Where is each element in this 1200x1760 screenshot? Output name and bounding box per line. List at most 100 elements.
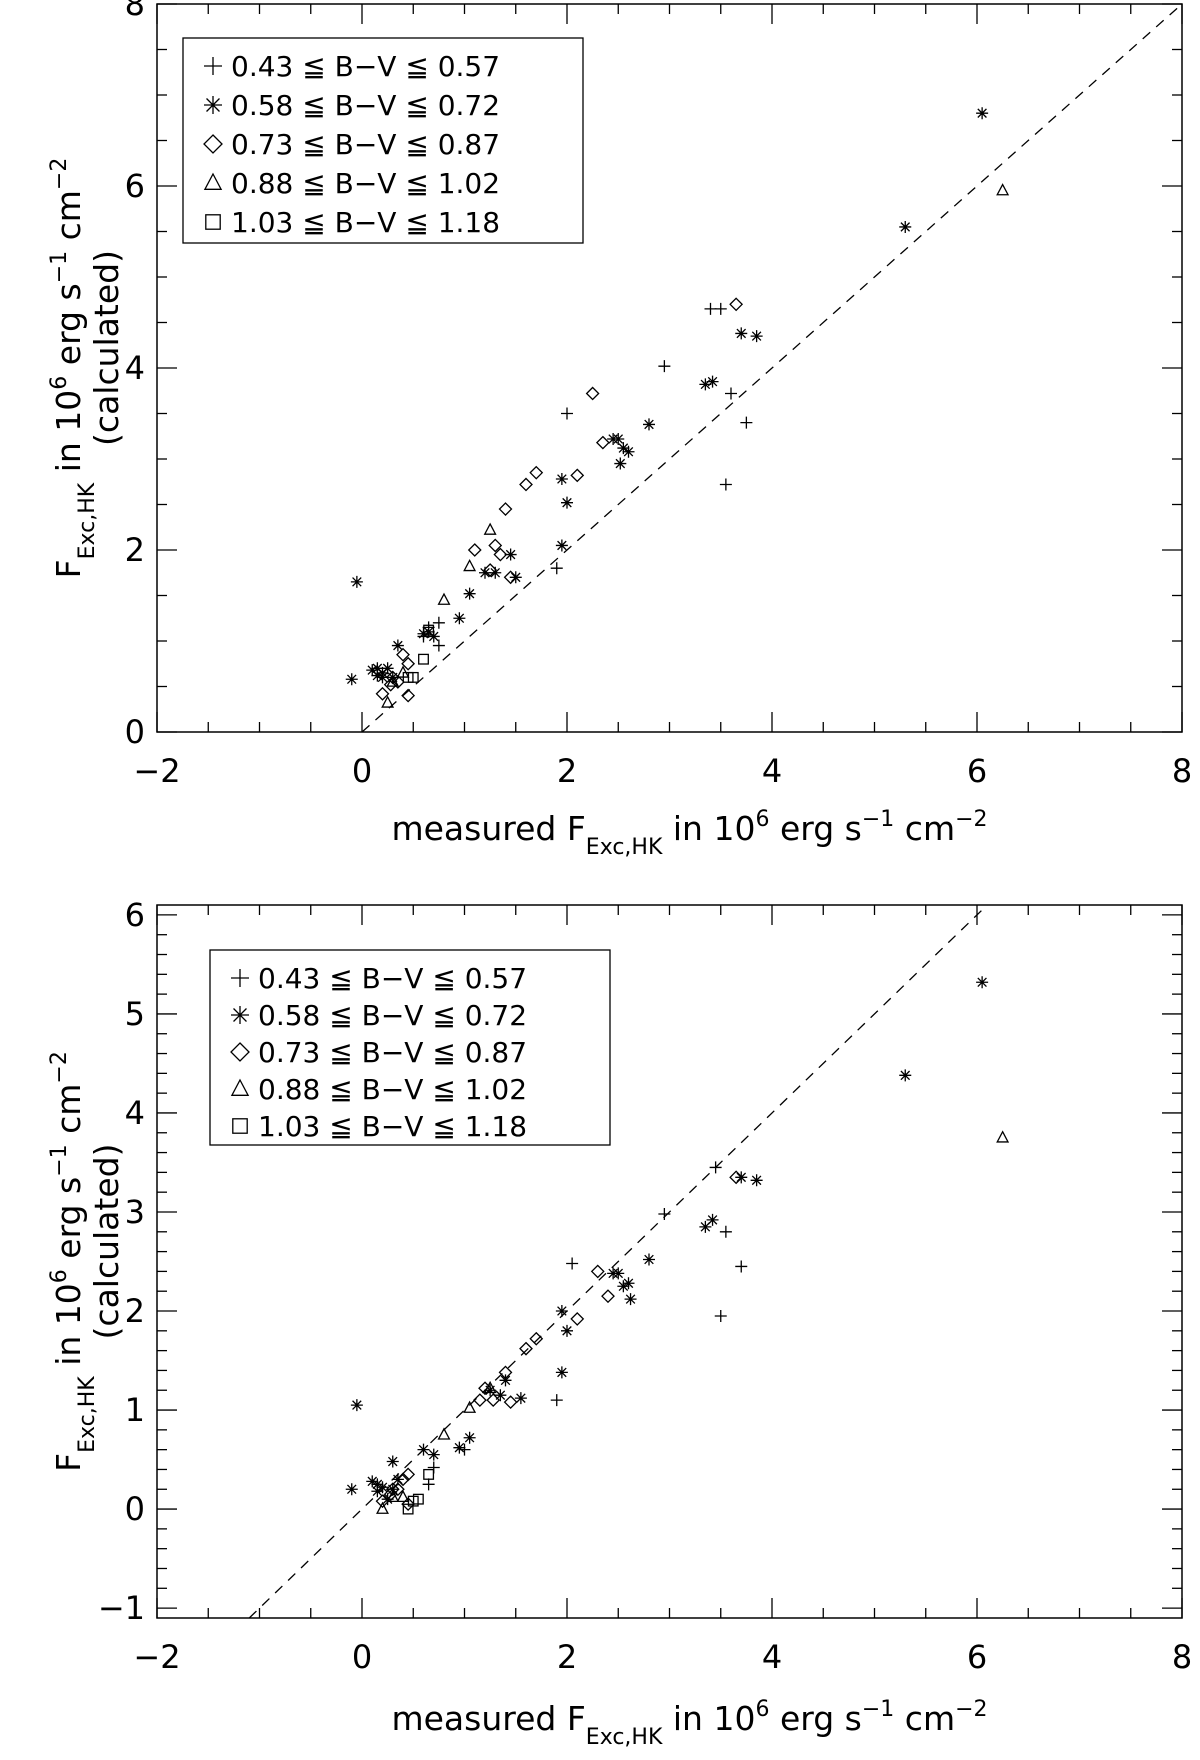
data-point <box>386 674 400 687</box>
data-point <box>375 686 390 701</box>
data-point <box>899 220 912 233</box>
legend-entry: 1.03 ≦ B−V ≦ 1.18 <box>231 206 500 239</box>
data-point <box>709 1161 722 1174</box>
x-tick-label: 0 <box>352 752 372 790</box>
x-tick-label: 0 <box>352 1638 372 1676</box>
data-point <box>622 445 635 458</box>
data-point <box>478 1381 492 1396</box>
data-point <box>432 616 445 629</box>
data-point <box>614 457 627 470</box>
data-point <box>402 671 414 683</box>
data-point <box>725 387 737 400</box>
y-tick-label: 8 <box>125 0 145 23</box>
data-point <box>504 548 517 561</box>
data-point <box>381 662 394 675</box>
series-plus <box>422 1161 748 1491</box>
data-point <box>719 1225 732 1238</box>
data-point <box>396 647 410 662</box>
data-point <box>503 1395 518 1410</box>
data-point <box>735 327 748 340</box>
data-point <box>472 1393 487 1408</box>
y-tick-label: 3 <box>125 1193 145 1231</box>
data-point <box>376 1501 389 1514</box>
data-point <box>366 1475 379 1488</box>
legend-marker-diamond <box>203 134 223 154</box>
data-point <box>345 1483 358 1496</box>
data-point <box>498 502 513 516</box>
data-point <box>381 695 395 708</box>
data-point <box>699 378 712 391</box>
data-point <box>595 435 610 450</box>
data-point <box>555 473 568 486</box>
data-point <box>345 673 358 686</box>
legend-marker-square <box>205 214 221 230</box>
x-tick-label: −2 <box>133 1638 180 1676</box>
data-point <box>494 1389 507 1402</box>
data-point <box>519 1341 533 1356</box>
data-point <box>719 478 732 491</box>
legend-entry: 1.03 ≦ B−V ≦ 1.18 <box>258 1110 527 1143</box>
data-point <box>386 1455 399 1468</box>
data-point <box>566 1257 579 1270</box>
data-point <box>350 1399 363 1412</box>
data-point <box>550 1394 563 1407</box>
data-point <box>401 656 416 671</box>
data-point <box>704 302 717 315</box>
reference-line <box>361 4 1182 732</box>
data-point <box>570 1312 585 1326</box>
data-point <box>386 671 399 684</box>
data-point <box>453 1441 466 1454</box>
legend-marker-triangle <box>230 1078 250 1096</box>
data-point <box>612 1267 625 1280</box>
data-point <box>590 1264 605 1279</box>
data-point <box>740 416 753 429</box>
y-tick-label: 0 <box>125 713 145 751</box>
data-point <box>550 562 563 575</box>
series-triangle <box>376 1130 1010 1514</box>
data-point <box>483 1380 497 1394</box>
data-point <box>396 1472 410 1487</box>
data-point <box>714 302 727 315</box>
x-tick-label: 4 <box>762 752 782 790</box>
x-tick-label: 6 <box>967 1638 987 1676</box>
data-point <box>996 1130 1010 1143</box>
data-point <box>376 671 389 684</box>
y-tick-label: 6 <box>125 167 145 205</box>
data-point <box>350 575 363 588</box>
data-point <box>486 1393 501 1408</box>
data-point <box>467 543 482 557</box>
data-point <box>561 1324 573 1337</box>
data-point <box>390 675 405 689</box>
data-point <box>555 1366 568 1379</box>
data-point <box>488 538 503 553</box>
legend-marker-square <box>232 1118 248 1134</box>
series-triangle <box>381 183 1010 708</box>
data-point <box>463 587 476 600</box>
data-point <box>385 1482 400 1497</box>
data-point <box>617 1280 630 1293</box>
data-point <box>519 477 533 492</box>
data-point <box>483 522 497 535</box>
data-point <box>489 566 502 579</box>
data-point <box>383 1487 398 1502</box>
data-point <box>484 1384 497 1397</box>
data-point <box>479 566 491 579</box>
data-point <box>498 1365 513 1380</box>
y-tick-label: 5 <box>125 995 145 1033</box>
data-point <box>503 570 518 585</box>
legend-entry: 0.73 ≦ B−V ≦ 0.87 <box>231 128 500 161</box>
data-point <box>422 625 435 638</box>
x-axis: −2 0 2 4 6 8 <box>133 4 1192 790</box>
data-point <box>643 1253 655 1266</box>
legend-entry: 0.88 ≦ B−V ≦ 1.02 <box>258 1073 527 1106</box>
data-point <box>390 1482 405 1497</box>
legend-entry: 0.58 ≦ B−V ≦ 0.72 <box>231 89 500 122</box>
legend-box <box>182 37 584 244</box>
legend-marker-asterisk <box>204 96 222 114</box>
data-point <box>601 1289 615 1304</box>
y-axis-label-line2: (calculated) <box>87 250 126 446</box>
legend-marker-triangle <box>203 172 223 190</box>
data-point <box>427 630 440 643</box>
x-axis-label: measured FExc,HK in 106 erg s−1 cm−2 <box>391 807 987 860</box>
